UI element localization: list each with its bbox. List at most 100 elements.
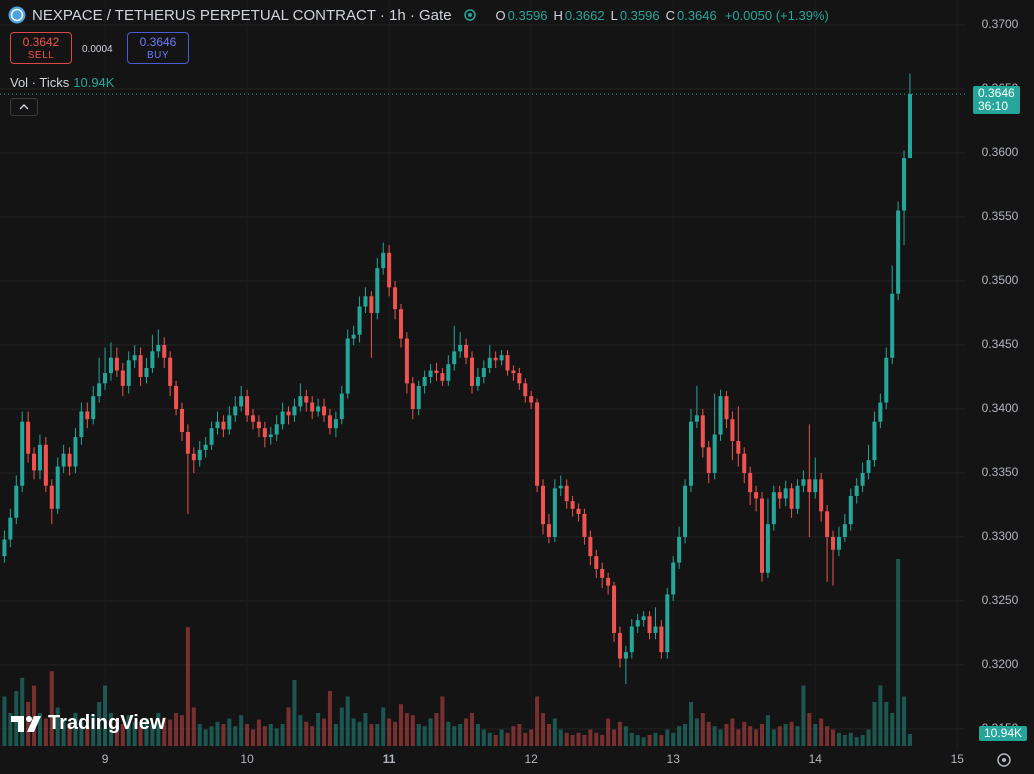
candle-body <box>292 406 297 416</box>
candle-body <box>629 626 634 653</box>
collapse-button[interactable] <box>10 98 38 116</box>
candle-body <box>203 444 208 450</box>
y-tick-label: 0.3400 <box>982 401 1019 415</box>
volume-bar <box>671 732 676 746</box>
volume-bar <box>114 718 119 746</box>
x-tick-label: 12 <box>524 752 538 766</box>
volume-bar <box>132 721 137 746</box>
candle-body <box>659 626 664 653</box>
candle-body <box>487 357 492 368</box>
volume-bar <box>789 721 794 746</box>
volume-bar <box>286 707 291 746</box>
volume-bar <box>884 702 889 746</box>
volume-bar <box>233 726 238 746</box>
volume-bar <box>736 729 741 746</box>
volume-bar <box>529 729 534 746</box>
volume-bar <box>493 735 498 746</box>
volume-bar <box>570 735 575 746</box>
y-tick-label: 0.3700 <box>982 17 1019 31</box>
volume-bar <box>771 729 776 746</box>
candle-body <box>49 485 54 509</box>
sell-button[interactable]: 0.3642 SELL <box>10 32 72 64</box>
volume-bar <box>174 713 179 746</box>
candle-body <box>114 357 119 371</box>
volume-bar <box>322 718 327 746</box>
volume-bar <box>588 729 593 746</box>
candle-body <box>606 577 611 586</box>
candle-body <box>529 396 534 403</box>
volume-bar <box>688 702 693 746</box>
candle-body <box>55 466 60 509</box>
volume-bar <box>404 713 409 746</box>
candle-body <box>387 252 392 288</box>
candle-body <box>416 385 421 409</box>
candle-body <box>493 357 498 361</box>
candle-body <box>688 421 693 486</box>
candle-body <box>635 620 640 627</box>
volume-bar <box>464 718 469 746</box>
volume-bar <box>268 724 273 746</box>
candle-body <box>712 434 717 473</box>
buy-price: 0.3646 <box>139 35 177 49</box>
volume-bar <box>73 713 78 746</box>
candle-body <box>221 421 226 430</box>
ohlc-label: C <box>665 7 675 23</box>
candle-body <box>736 440 741 454</box>
candle-body <box>907 94 912 159</box>
candle-body <box>742 453 747 473</box>
candle-body <box>464 344 469 358</box>
candle-body <box>535 402 540 486</box>
candle-body <box>647 616 652 633</box>
volume-bar <box>215 721 220 746</box>
settings-icon-core <box>1002 758 1006 762</box>
candle-body <box>185 431 190 454</box>
candle-body <box>191 453 196 461</box>
volume-bar <box>742 721 747 746</box>
ohlc-value: 0.3646 <box>676 7 717 23</box>
candle-body <box>452 351 457 365</box>
candle-body <box>523 383 528 397</box>
candle-body <box>813 479 818 493</box>
volume-bar <box>641 737 646 746</box>
candle-body <box>706 447 711 473</box>
candle-body <box>665 594 670 653</box>
volume-bar <box>26 702 31 746</box>
candle-body <box>61 453 66 467</box>
candle-body <box>369 296 374 313</box>
candle-body <box>694 415 699 422</box>
candle-body <box>848 495 853 525</box>
volume-legend: Vol · Ticks 10.94K <box>10 75 114 90</box>
candle-body <box>588 536 593 557</box>
candle-body <box>156 344 161 352</box>
volume-bar <box>511 726 516 746</box>
volume-bar <box>606 718 611 746</box>
candle-body <box>890 293 895 358</box>
volume-bar <box>381 707 386 746</box>
candle-body <box>434 370 439 374</box>
volume-bar <box>191 707 196 746</box>
volume-bar <box>375 724 380 746</box>
volume-bar <box>564 732 569 746</box>
volume-bar <box>576 732 581 746</box>
status-dot <box>463 9 476 21</box>
volume-bar <box>594 732 599 746</box>
volume-bar <box>712 726 717 746</box>
candle-body <box>683 485 688 537</box>
volume-bar <box>43 718 48 746</box>
buy-label: BUY <box>146 50 170 61</box>
volume-bar <box>813 724 818 746</box>
volume-bar <box>440 696 445 746</box>
volume-bar <box>49 671 54 746</box>
volume-bar <box>333 724 338 746</box>
candle-body <box>393 287 398 310</box>
volume-bar <box>558 729 563 746</box>
volume-bar <box>203 729 208 746</box>
volume-bar <box>316 713 321 746</box>
candle-body <box>73 437 78 467</box>
candle-body <box>576 508 581 514</box>
volume-bar <box>310 726 315 746</box>
volume-bar <box>393 721 398 746</box>
volume-bar <box>209 726 214 746</box>
buy-button[interactable]: 0.3646 BUY <box>127 32 189 64</box>
